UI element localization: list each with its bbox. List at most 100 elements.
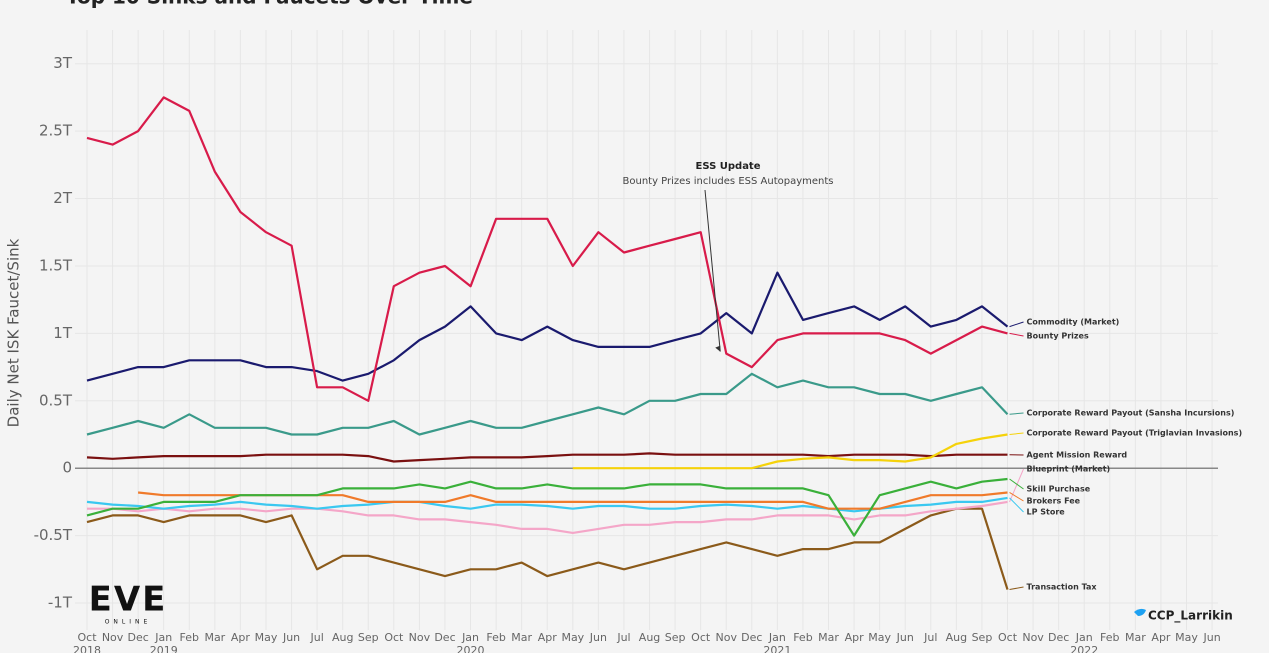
series-line	[87, 500, 1008, 534]
x-tick-label: Feb	[1100, 631, 1119, 644]
x-tick-label: May	[1175, 631, 1198, 644]
series-label: Bounty Prizes	[1027, 332, 1089, 341]
y-axis-label: Daily Net ISK Faucet/Sink	[5, 238, 23, 427]
x-tick-label: Apr	[845, 631, 865, 644]
x-tick-label: Jan	[154, 631, 172, 644]
x-tick-label: Jun	[282, 631, 300, 644]
annotation-arrow	[704, 189, 721, 352]
series-line	[86, 507, 1009, 590]
x-tick-label: Jul	[616, 631, 630, 644]
y-tick-label: -0.5T	[34, 526, 73, 544]
logo-text: EVE	[89, 580, 168, 620]
x-tick-label: May	[561, 631, 584, 644]
annotation-title: ESS Update	[695, 161, 760, 172]
series-line	[572, 433, 1008, 470]
y-tick-label: 1.5T	[39, 256, 73, 274]
x-tick-label: Mar	[818, 631, 839, 644]
x-tick-label: Apr	[1151, 631, 1171, 644]
series-label: Agent Mission Reward	[1027, 451, 1128, 460]
x-tick-label: Dec	[1048, 631, 1069, 644]
series-line	[86, 96, 1008, 402]
series-label: Corporate Reward Payout (Triglavian Inva…	[1027, 429, 1243, 438]
x-tick-label: Jul	[309, 631, 323, 644]
x-tick-label: Sep	[972, 631, 993, 644]
x-tick-label: Apr	[538, 631, 558, 644]
annotation-arrowhead	[715, 345, 721, 352]
label-leader	[1009, 332, 1024, 337]
x-tick-label: Jan	[461, 631, 479, 644]
y-tick-label: 0.5T	[39, 391, 73, 409]
x-tick-label: Nov	[409, 631, 431, 644]
x-tick-label: Sep	[358, 631, 379, 644]
x-tick-label: Feb	[180, 631, 199, 644]
x-tick-label: Mar	[1125, 631, 1146, 644]
x-tick-label: Oct	[998, 631, 1018, 644]
y-tick-label: 2.5T	[39, 122, 73, 140]
x-year-label: 2019	[150, 644, 178, 653]
y-tick-label: -1T	[48, 594, 73, 612]
x-tick-label: Oct	[77, 631, 97, 644]
label-leader	[1009, 432, 1024, 435]
series-label: LP Store	[1027, 508, 1066, 517]
x-tick-label: Mar	[511, 631, 532, 644]
x-tick-label: Aug	[639, 631, 660, 644]
logo: EVE ONLINE	[89, 580, 168, 626]
series-line	[86, 372, 1009, 436]
label-leader	[1009, 468, 1024, 503]
series-label: Commodity (Market)	[1027, 318, 1120, 327]
x-tick-label: Oct	[691, 631, 711, 644]
series-label: Skill Purchase	[1027, 485, 1091, 494]
x-year-label: 2022	[1070, 644, 1098, 653]
x-tick-label: Jun	[896, 631, 914, 644]
x-tick-label: Mar	[204, 631, 225, 644]
x-tick-label: Dec	[434, 631, 455, 644]
label-leader	[1009, 497, 1024, 513]
series-line	[86, 452, 1008, 463]
x-tick-label: Jan	[768, 631, 786, 644]
x-tick-label: Sep	[665, 631, 686, 644]
x-tick-label: Oct	[384, 631, 404, 644]
series-line	[86, 496, 1008, 513]
chart-title: Top 10 Sinks and Faucets Over Time	[66, 0, 473, 9]
x-year-label: 2021	[763, 644, 791, 653]
series-label: Blueprint (Market)	[1027, 465, 1111, 474]
label-leader	[1009, 492, 1024, 502]
x-tick-label: Nov	[1022, 631, 1044, 644]
x-tick-label: Feb	[793, 631, 812, 644]
credit: CCP_Larrikin	[1148, 609, 1233, 624]
series-label: Corporate Reward Payout (Sansha Incursio…	[1027, 409, 1235, 418]
annotation-text: Bounty Prizes includes ESS Autopayments	[623, 176, 834, 187]
series-label: Transaction Tax	[1027, 583, 1098, 592]
series-line	[86, 477, 1008, 537]
y-tick-label: 1T	[53, 324, 73, 342]
label-leader	[1009, 478, 1024, 490]
x-tick-label: Jun	[1202, 631, 1220, 644]
x-tick-label: Feb	[486, 631, 505, 644]
x-tick-label: May	[255, 631, 278, 644]
y-tick-label: 2T	[53, 189, 73, 207]
x-tick-label: Aug	[332, 631, 353, 644]
y-tick-label: 3T	[53, 54, 73, 72]
x-tick-label: Nov	[102, 631, 124, 644]
x-tick-label: Apr	[231, 631, 251, 644]
x-tick-label: Jul	[923, 631, 937, 644]
x-tick-label: May	[868, 631, 891, 644]
x-tick-label: Dec	[741, 631, 762, 644]
x-tick-label: Dec	[127, 631, 148, 644]
y-tick-label: 0	[62, 459, 72, 477]
x-tick-label: Jun	[589, 631, 607, 644]
x-tick-label: Jan	[1075, 631, 1093, 644]
label-leader	[1009, 586, 1024, 591]
x-year-label: 2018	[73, 644, 101, 653]
bird-icon	[1134, 608, 1146, 616]
x-tick-label: Nov	[716, 631, 738, 644]
logo-subtext: ONLINE	[105, 619, 152, 626]
label-leader	[1009, 321, 1024, 328]
series-line	[86, 271, 1009, 382]
x-tick-label: Aug	[946, 631, 967, 644]
x-year-label: 2020	[457, 644, 485, 653]
series-label: Brokers Fee	[1027, 497, 1081, 506]
label-leader	[1009, 412, 1024, 415]
